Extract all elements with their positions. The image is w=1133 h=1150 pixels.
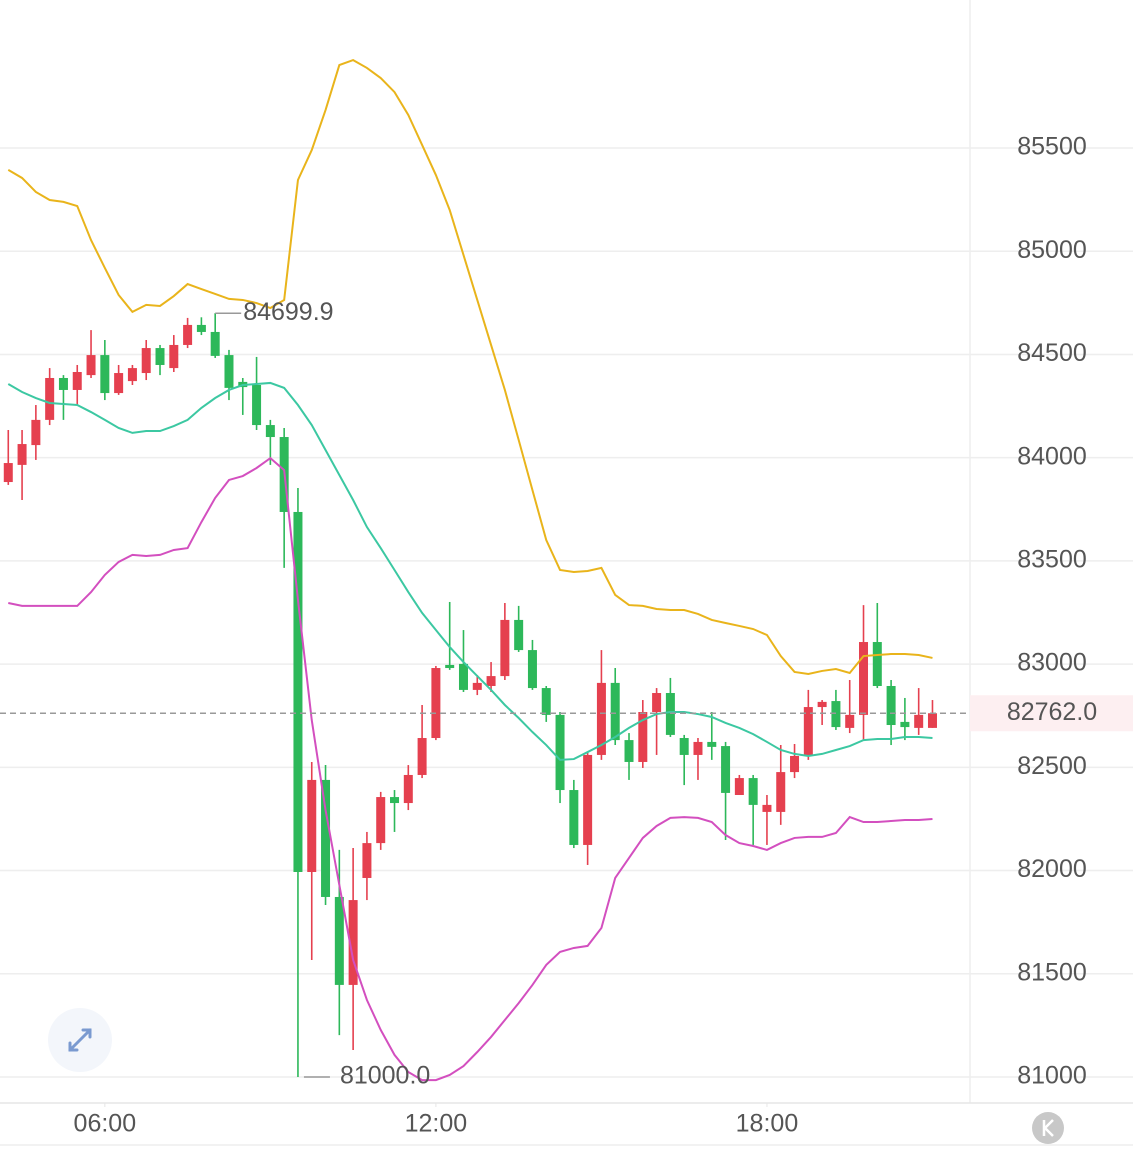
candle-body — [845, 714, 855, 728]
candle-body — [390, 797, 400, 804]
candle-body — [458, 663, 468, 690]
high-label: 84699.9 — [243, 298, 333, 326]
y-tick-label: 84500 — [1017, 339, 1087, 367]
candle-body — [376, 797, 386, 844]
candle-body — [734, 778, 744, 795]
candle-body — [403, 774, 413, 804]
x-tick-label: 06:00 — [74, 1110, 137, 1138]
candle-body — [610, 682, 620, 741]
candle-body — [224, 355, 234, 388]
candle-body — [555, 714, 565, 791]
candle-body — [210, 331, 220, 356]
candle-body — [776, 772, 786, 812]
candle-body — [114, 373, 124, 394]
candle-body — [141, 348, 151, 374]
candle-body — [86, 355, 96, 376]
candle-body — [293, 511, 303, 872]
candle-body — [514, 619, 524, 651]
candle-body — [762, 804, 772, 812]
chart-type-icon — [1042, 1119, 1054, 1137]
candle-body — [431, 668, 441, 739]
candle-body — [817, 701, 827, 708]
candle-body — [334, 896, 344, 985]
candle-body — [196, 324, 206, 332]
y-tick-label: 83500 — [1017, 546, 1087, 574]
candle-body — [527, 650, 537, 689]
y-tick-label: 81000 — [1017, 1062, 1087, 1090]
candle-body — [624, 740, 634, 762]
band-middle — [7, 381, 933, 761]
x-tick-label: 18:00 — [736, 1110, 799, 1138]
candle-body — [486, 676, 496, 686]
candle-body — [886, 685, 896, 726]
candle-body — [127, 368, 137, 382]
candle-body — [900, 721, 910, 728]
candle-body — [748, 778, 758, 805]
candle-body — [652, 693, 662, 713]
candle-body — [803, 707, 813, 756]
candle-body — [541, 688, 551, 715]
candle-body — [721, 746, 731, 793]
y-tick-label: 81500 — [1017, 958, 1087, 986]
candle-body — [583, 754, 593, 845]
candle-body — [790, 755, 800, 773]
candle-body — [307, 779, 317, 872]
candles — [3, 313, 937, 1077]
candle-body — [31, 419, 41, 446]
candle-body — [693, 741, 703, 755]
candle-body — [500, 619, 510, 677]
chart-type-button-bg — [1032, 1112, 1064, 1144]
candle-body — [3, 463, 13, 483]
expand-button[interactable] — [48, 1008, 112, 1072]
candle-body — [17, 444, 27, 465]
candle-body — [72, 372, 82, 390]
candle-body — [321, 779, 331, 897]
candle-body — [927, 713, 937, 728]
candle-body — [679, 738, 689, 755]
candle-body — [569, 790, 579, 845]
y-tick-label: 82500 — [1017, 752, 1087, 780]
candle-body — [831, 701, 841, 728]
candle-body — [445, 664, 455, 669]
y-tick-label: 83000 — [1017, 649, 1087, 677]
chart-type-button[interactable] — [1032, 1112, 1064, 1144]
candle-body — [872, 642, 882, 686]
candle-body — [596, 682, 606, 755]
candle-body — [183, 324, 193, 345]
candle-body — [859, 642, 869, 715]
candle-body — [45, 377, 55, 420]
candle-body — [58, 377, 68, 390]
y-tick-label: 84000 — [1017, 442, 1087, 470]
expand-icon — [68, 1028, 92, 1052]
candle-body — [707, 741, 717, 747]
candle-body — [348, 900, 358, 985]
x-tick-label: 12:00 — [405, 1110, 468, 1138]
y-tick-label: 82000 — [1017, 855, 1087, 883]
candle-body — [169, 344, 179, 369]
candle-body — [362, 843, 372, 878]
last-price-label: 82762.0 — [1007, 698, 1097, 726]
band-upper — [7, 58, 933, 676]
y-tick-label: 85500 — [1017, 133, 1087, 161]
last-price-bg — [970, 695, 1133, 732]
low-label: 81000.0 — [340, 1062, 430, 1090]
candle-body — [155, 348, 165, 365]
candle-body — [914, 714, 924, 728]
candle-body — [417, 738, 427, 775]
band-lower — [8, 456, 933, 1082]
candle-body — [472, 682, 482, 690]
candle-body — [638, 712, 648, 762]
candle-body — [100, 355, 110, 394]
y-tick-label: 85000 — [1017, 236, 1087, 264]
candle-body — [265, 425, 275, 438]
candle-body — [252, 385, 262, 426]
